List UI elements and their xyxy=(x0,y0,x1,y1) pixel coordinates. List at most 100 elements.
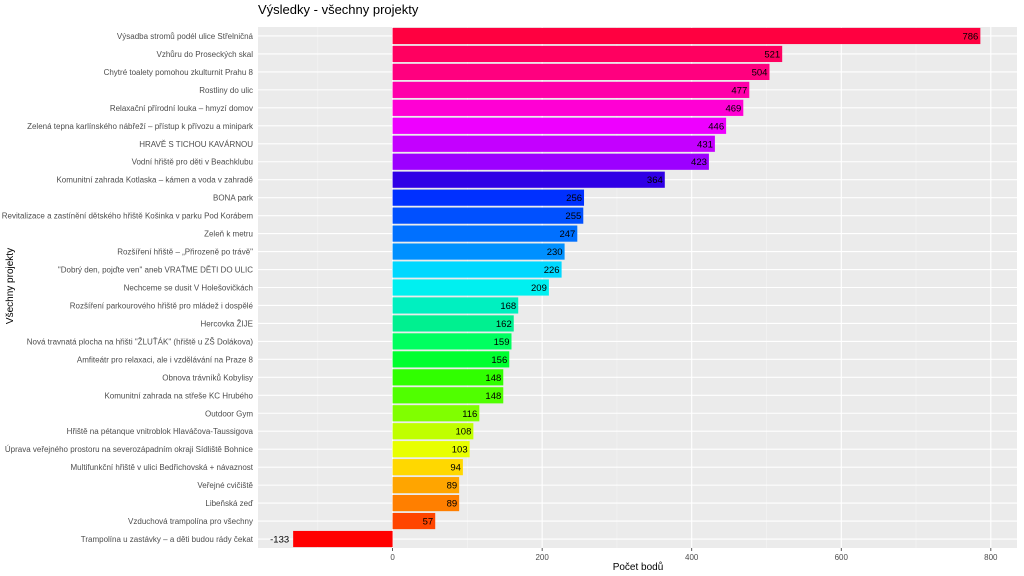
bar xyxy=(392,333,512,350)
x-tick-label: 800 xyxy=(984,553,998,562)
category-label: Rozšíření parkourového hřiště pro mládež… xyxy=(70,301,254,310)
bar xyxy=(392,351,510,368)
bar xyxy=(392,423,474,440)
category-label: Komunitní zahrada na střeše KC Hrubého xyxy=(104,391,253,400)
data-label: 504 xyxy=(752,67,768,78)
data-label: 247 xyxy=(559,229,575,240)
data-label: 364 xyxy=(647,175,663,186)
bar xyxy=(392,459,463,476)
bar xyxy=(392,99,744,116)
category-label: Vodní hřiště pro děti v Beachklubu xyxy=(132,158,253,167)
bar xyxy=(392,495,460,512)
bar xyxy=(392,441,470,458)
data-label: 159 xyxy=(494,337,510,348)
category-label: "Dobrý den, pojďte ven" aneb VRAŤME DĚTI… xyxy=(58,266,253,275)
category-label: Revitalizace a zastínění dětského hřiště… xyxy=(2,212,254,221)
category-label: Veřejné cvičiště xyxy=(197,481,253,490)
data-label: 446 xyxy=(708,121,724,132)
x-tick-label: 200 xyxy=(535,553,549,562)
x-tick-label: 600 xyxy=(835,553,849,562)
data-label: 786 xyxy=(962,31,978,42)
data-label: 89 xyxy=(447,481,458,492)
data-label: 148 xyxy=(485,373,501,384)
bar xyxy=(392,387,504,404)
data-label: 148 xyxy=(485,391,501,402)
category-label: Libeňská zeď xyxy=(205,499,253,508)
bar xyxy=(392,261,562,278)
bar xyxy=(392,27,981,45)
data-label: 116 xyxy=(462,409,477,420)
data-label: 230 xyxy=(547,247,563,258)
category-label: Zelená tepna karlínského nábřeží – příst… xyxy=(27,122,254,131)
category-label: BONA park xyxy=(213,194,254,203)
category-label: Hřiště na pétanque vnitroblok Hlaváčova-… xyxy=(67,427,254,436)
category-label: Úprava veřejného prostoru na severozápad… xyxy=(5,445,254,454)
category-label: Outdoor Gym xyxy=(205,409,253,418)
bar xyxy=(392,512,436,530)
x-tick-label: 400 xyxy=(685,553,699,562)
category-label: Nechceme se dusit V Holešovičkách xyxy=(124,284,253,293)
category-label: Komunitní zahrada Kotlaska – kámen a vod… xyxy=(56,176,253,185)
category-label: Multifunkční hřiště v ulici Bedřichovská… xyxy=(70,463,253,472)
x-tick-labels: 0 200 400 600 800 xyxy=(390,548,998,562)
category-label: Trampolína u zastávky – a děti budou rád… xyxy=(81,535,254,544)
bar xyxy=(392,405,480,422)
bar xyxy=(392,297,519,314)
data-label: 255 xyxy=(565,211,581,222)
data-label: 256 xyxy=(566,193,582,204)
category-label: Vzhůru do Proseckých skal xyxy=(157,50,254,59)
bar xyxy=(392,45,783,63)
data-label: 108 xyxy=(456,427,472,438)
bar xyxy=(392,135,715,152)
bar xyxy=(392,477,460,494)
bar xyxy=(392,117,727,134)
bar xyxy=(392,279,549,296)
category-label: Relaxační přírodní louka – hmyzí domov xyxy=(110,104,253,113)
category-label: Hercovka ŽIJE xyxy=(201,319,253,328)
bar xyxy=(392,243,565,260)
category-label: Chytré toalety pomohou zkulturnit Prahu … xyxy=(104,68,254,77)
data-label: 94 xyxy=(450,463,461,474)
data-label: 103 xyxy=(452,445,468,456)
category-label: Obnova trávníků Kobylisy xyxy=(162,373,253,382)
bar xyxy=(392,171,665,188)
bar xyxy=(392,207,584,224)
data-label: 162 xyxy=(496,319,512,330)
bar xyxy=(293,530,393,548)
bar xyxy=(392,81,750,98)
data-label: -133 xyxy=(270,535,289,546)
data-label: 209 xyxy=(531,283,547,294)
bar xyxy=(392,315,514,332)
bar xyxy=(392,225,578,242)
category-label: Amfiteátr pro relaxaci, ale i vzdělávání… xyxy=(77,355,254,364)
category-label: Rozšíření hřiště – „Přirozeně po trávě" xyxy=(117,248,253,257)
bars xyxy=(293,27,981,548)
category-label: Nová travnatá plocha na hřišti "ŽLUŤÁK" … xyxy=(27,337,254,346)
data-label: 477 xyxy=(731,85,747,96)
bar xyxy=(392,153,709,170)
chart-title: Výsledky - všechny projekty xyxy=(258,2,419,17)
data-label: 89 xyxy=(447,499,458,510)
bar xyxy=(392,189,585,206)
bar xyxy=(392,369,504,386)
data-label: 156 xyxy=(491,355,507,366)
x-tick-label: 0 xyxy=(390,553,395,562)
data-label: 168 xyxy=(500,301,516,312)
category-label: HRAVĚ S TICHOU KAVÁRNOU xyxy=(139,140,253,149)
data-label: 226 xyxy=(544,265,560,276)
bar xyxy=(392,63,770,80)
category-label: Vzduchová trampolína pro všechny xyxy=(128,517,253,526)
data-label: 521 xyxy=(764,49,780,60)
data-label: 57 xyxy=(423,517,434,528)
category-label: Zeleň k metru xyxy=(204,230,253,239)
y-axis-label: Všechny projekty xyxy=(5,248,16,324)
data-label: 431 xyxy=(697,139,713,150)
data-label: 469 xyxy=(725,103,741,114)
category-labels: Výsadba stromů podél ulice Střelničná Vzh… xyxy=(2,32,254,544)
category-label: Rostliny do ulic xyxy=(199,86,253,95)
category-label: Výsadba stromů podél ulice Střelničná xyxy=(117,32,254,41)
data-label: 423 xyxy=(691,157,707,168)
x-axis-label: Počet bodů xyxy=(613,561,664,573)
